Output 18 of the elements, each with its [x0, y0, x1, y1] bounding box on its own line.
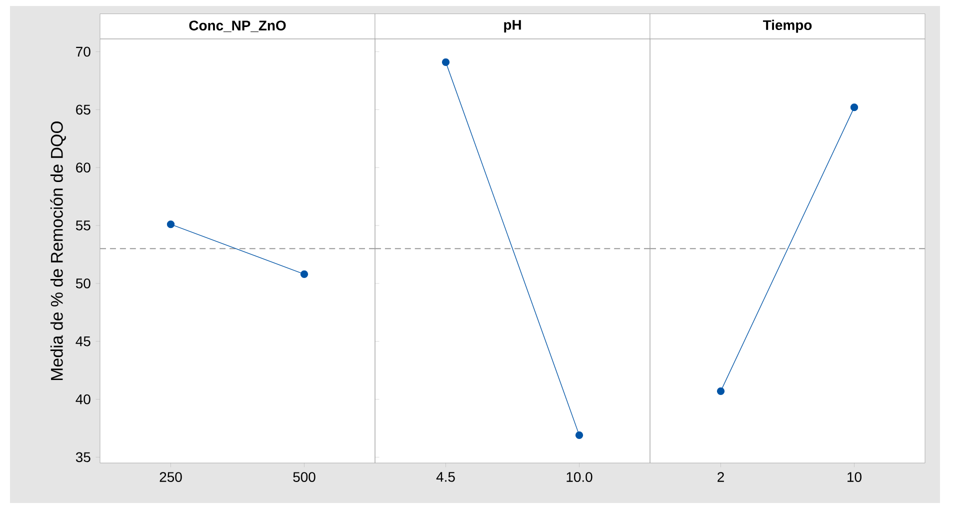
- y-axis-title: Media de % de Remoción de DQO: [50, 121, 66, 380]
- x-tick-label: 10: [848, 472, 862, 482]
- x-tick-label: 500: [293, 472, 316, 482]
- y-tick-label: 55: [76, 220, 90, 230]
- x-tick-label: 2: [718, 472, 724, 482]
- x-tick-label: 4.5: [436, 472, 455, 482]
- y-tick-label: 60: [76, 162, 90, 173]
- chart-title: Conc_NP_ZnO: [189, 20, 286, 32]
- y-tick-label: 70: [76, 46, 90, 57]
- x-tick-label: 250: [160, 472, 182, 482]
- y-tick-label: 45: [76, 336, 90, 346]
- y-tick-label: 50: [76, 278, 90, 288]
- chart-title: pH: [504, 20, 521, 33]
- y-tick-label: 35: [76, 452, 90, 462]
- x-tick-label: 10.0: [566, 472, 592, 482]
- y-tick-label: 40: [76, 394, 90, 404]
- y-tick-label: 65: [76, 104, 90, 115]
- chart-title: Tiempo: [762, 20, 812, 33]
